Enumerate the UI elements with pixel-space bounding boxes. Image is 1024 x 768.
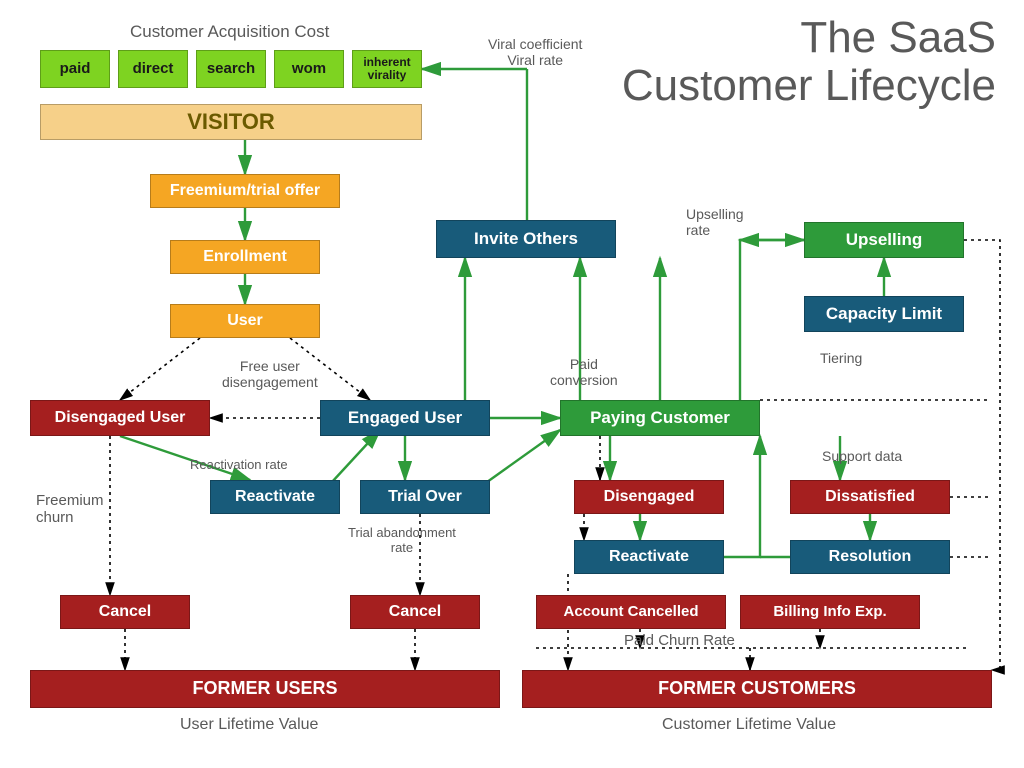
node-former_cust: FORMER CUSTOMERS <box>522 670 992 708</box>
node-former_users: FORMER USERS <box>30 670 500 708</box>
node-invite: Invite Others <box>436 220 616 258</box>
node-billing: Billing Info Exp. <box>740 595 920 629</box>
annotation-label: Support data <box>822 448 902 464</box>
node-visitor: VISITOR <box>40 104 422 140</box>
node-wom: wom <box>274 50 344 88</box>
node-virality: inherentvirality <box>352 50 422 88</box>
node-paying: Paying Customer <box>560 400 760 436</box>
node-disengaged_user: Disengaged User <box>30 400 210 436</box>
node-enrollment: Enrollment <box>170 240 320 274</box>
annotation-label: Customer Lifetime Value <box>662 716 836 734</box>
node-dissatisfied: Dissatisfied <box>790 480 950 514</box>
node-engaged: Engaged User <box>320 400 490 436</box>
node-upselling: Upselling <box>804 222 964 258</box>
annotation-label: Freemiumchurn <box>36 492 104 527</box>
page-title: The SaaSCustomer Lifecycle <box>622 14 996 111</box>
annotation-label: Upsellingrate <box>686 206 744 238</box>
node-capacity: Capacity Limit <box>804 296 964 332</box>
node-trial_over: Trial Over <box>360 480 490 514</box>
annotation-label: Paidconversion <box>550 356 618 388</box>
annotation-label: Customer Acquisition Cost <box>130 22 329 42</box>
node-disengaged_r: Disengaged <box>574 480 724 514</box>
annotation-label: Free userdisengagement <box>222 358 318 390</box>
annotation-label: Reactivation rate <box>190 458 288 473</box>
node-cancel_r: Cancel <box>350 595 480 629</box>
node-freemium: Freemium/trial offer <box>150 174 340 208</box>
annotation-label: Viral coefficientViral rate <box>488 36 582 68</box>
node-resolution: Resolution <box>790 540 950 574</box>
node-reactivate_r: Reactivate <box>574 540 724 574</box>
annotation-label: Tiering <box>820 350 862 366</box>
node-search: search <box>196 50 266 88</box>
node-paid: paid <box>40 50 110 88</box>
annotation-label: User Lifetime Value <box>180 716 318 734</box>
annotation-label: Paid Churn Rate <box>624 632 735 649</box>
annotation-label: Trial abandonmentrate <box>348 526 456 556</box>
node-reactivate_l: Reactivate <box>210 480 340 514</box>
diagram-stage: paiddirectsearchwominherentvirality VISIT… <box>0 0 1024 768</box>
node-acct_cancel: Account Cancelled <box>536 595 726 629</box>
node-direct: direct <box>118 50 188 88</box>
node-user: User <box>170 304 320 338</box>
node-cancel_l: Cancel <box>60 595 190 629</box>
